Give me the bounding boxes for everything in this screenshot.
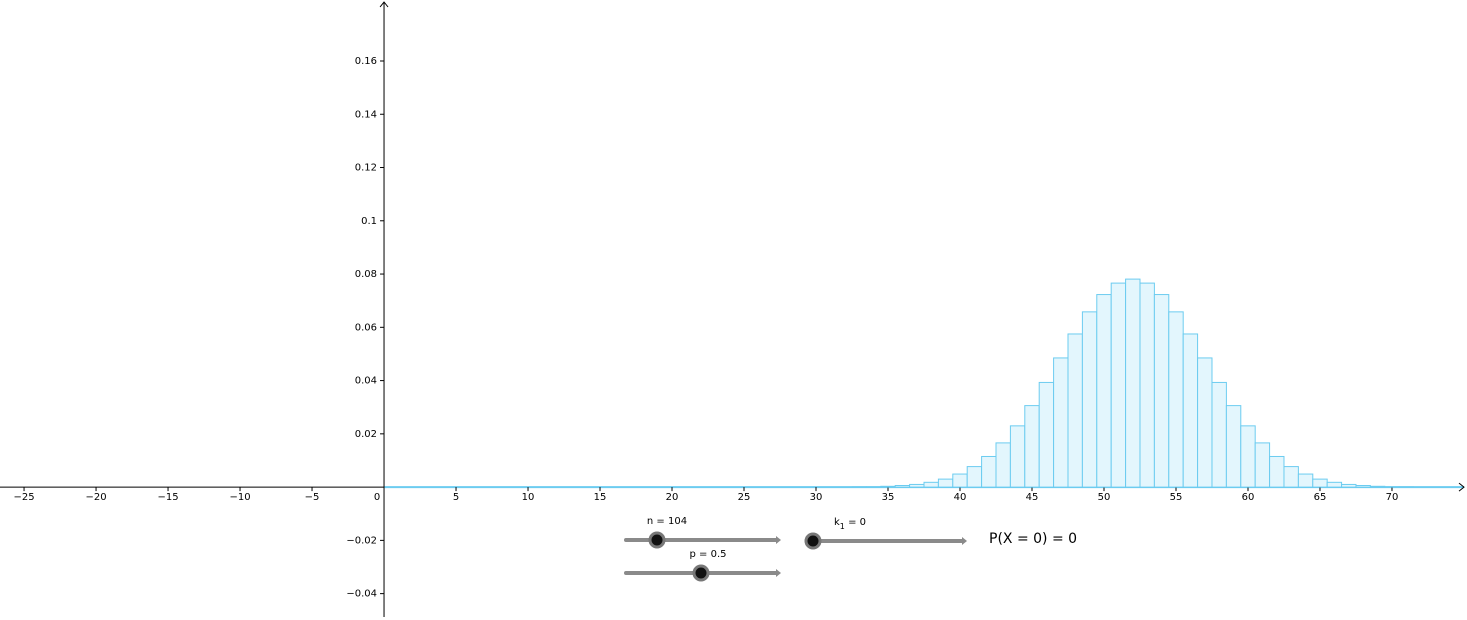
bar xyxy=(1139,282,1155,488)
x-tick-label: −25 xyxy=(13,492,34,503)
slider-n[interactable]: n = 104 xyxy=(624,516,781,549)
x-tick-label: 30 xyxy=(810,492,823,503)
bar xyxy=(1096,294,1112,488)
y-tick-label: 0.08 xyxy=(355,269,377,280)
y-axis-arrow xyxy=(379,1,389,8)
bar xyxy=(1341,483,1357,488)
x-tick-label: 60 xyxy=(1242,492,1255,503)
slider-arrow xyxy=(776,536,781,544)
label-sub: 1 xyxy=(840,522,845,531)
bar xyxy=(1326,481,1343,488)
bar xyxy=(909,483,925,488)
bar xyxy=(1211,381,1227,488)
slider-arrow xyxy=(962,537,967,545)
label-main: k xyxy=(834,517,840,528)
bar xyxy=(1067,333,1083,488)
bar xyxy=(1110,282,1127,488)
x-tick-label: 5 xyxy=(453,492,459,503)
x-tick-label: −20 xyxy=(85,492,106,503)
y-tick-label: 0.04 xyxy=(355,376,377,387)
x-tick-label: −15 xyxy=(157,492,178,503)
bar xyxy=(981,455,997,488)
y-tick-label: 0.14 xyxy=(355,109,377,120)
slider-knob[interactable] xyxy=(648,531,666,549)
bar xyxy=(937,478,954,488)
x-tick-label: 35 xyxy=(882,492,895,503)
x-tick-label: 40 xyxy=(954,492,967,503)
x-tick-label: −5 xyxy=(305,492,320,503)
slider-label: n = 104 xyxy=(647,516,687,527)
bar xyxy=(1283,466,1299,488)
bar xyxy=(995,442,1011,488)
bar xyxy=(1240,425,1256,488)
bar xyxy=(966,466,983,488)
y-tick-label: 0.1 xyxy=(361,216,377,227)
slider-k[interactable]: k1 = 0 xyxy=(804,517,967,550)
y-tick-label: −0.02 xyxy=(346,535,377,546)
bar xyxy=(1081,311,1098,488)
x-tick-label: 15 xyxy=(594,492,607,503)
bar xyxy=(1369,485,1386,488)
result-text: P(X = 0) = 0 xyxy=(989,531,1077,547)
slider-label: p = 0.5 xyxy=(690,549,727,560)
slider-knob[interactable] xyxy=(804,532,822,550)
bar xyxy=(923,481,939,488)
x-axis-arrow xyxy=(1458,482,1465,492)
bar xyxy=(894,485,911,488)
bar xyxy=(1053,357,1069,488)
y-tick-label: 0.16 xyxy=(355,56,377,67)
label-rest: = 0 xyxy=(845,517,866,528)
x-tick-label: 10 xyxy=(522,492,535,503)
x-tick-label: −10 xyxy=(229,492,250,503)
x-tick-label: 55 xyxy=(1170,492,1183,503)
x-tick-label: 65 xyxy=(1314,492,1327,503)
bar xyxy=(1312,478,1328,488)
bar xyxy=(1024,405,1040,488)
bar xyxy=(1225,405,1242,488)
bar xyxy=(1355,485,1371,488)
bar xyxy=(1269,455,1285,488)
bar xyxy=(1297,473,1314,488)
y-tick-label: 0.02 xyxy=(355,429,377,440)
bar xyxy=(1254,442,1271,488)
bar xyxy=(1197,357,1213,488)
slider-arrow xyxy=(776,569,781,577)
bar xyxy=(1125,278,1141,488)
y-tick-label: −0.04 xyxy=(346,589,377,600)
bar xyxy=(1168,311,1184,488)
x-tick-label: 25 xyxy=(738,492,751,503)
x-tick-label: 50 xyxy=(1098,492,1111,503)
bar xyxy=(952,473,968,488)
x-tick-label: 0 xyxy=(374,492,380,503)
slider-label: k1 = 0 xyxy=(834,517,866,531)
y-tick-label: 0.06 xyxy=(355,322,377,333)
x-tick-label: 45 xyxy=(1026,492,1039,503)
x-tick-label: 70 xyxy=(1386,492,1399,503)
x-tick-label: 20 xyxy=(666,492,679,503)
bar xyxy=(880,485,896,488)
bar xyxy=(1038,381,1055,488)
bar xyxy=(1153,294,1170,488)
bar xyxy=(1009,425,1026,488)
slider-knob[interactable] xyxy=(692,564,710,582)
y-tick-label: 0.12 xyxy=(355,163,377,174)
bar xyxy=(1182,333,1199,488)
slider-p[interactable]: p = 0.5 xyxy=(624,549,781,582)
